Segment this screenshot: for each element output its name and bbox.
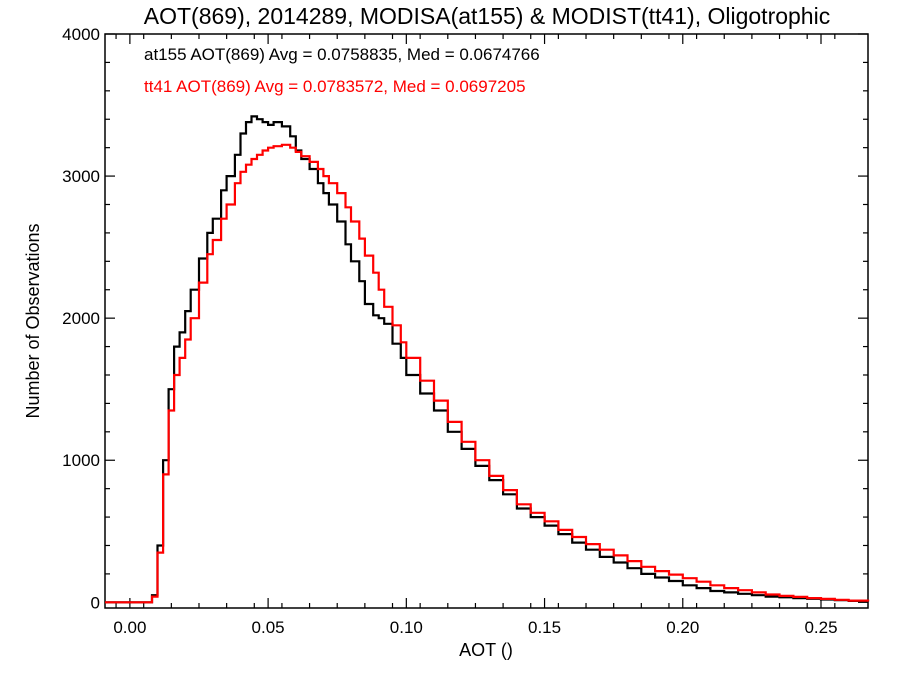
chart-title: AOT(869), 2014289, MODISA(at155) & MODIS…	[144, 3, 830, 29]
x-axis-ticks: 0.00 0.05 0.10 0.15 0.20 0.25	[113, 34, 838, 637]
y-axis-ticks: 0 1000 2000 3000 4000	[62, 25, 868, 612]
x-tick-label: 0.25	[804, 618, 837, 637]
series-line-tt41	[105, 143, 870, 604]
y-tick-label: 2000	[62, 309, 100, 328]
y-tick-label: 4000	[62, 25, 100, 44]
x-tick-label: 0.10	[390, 618, 423, 637]
y-axis-label: Number of Observations	[23, 223, 43, 418]
y-tick-label: 1000	[62, 451, 100, 470]
plot-frame	[104, 33, 869, 609]
annotation-tt41: tt41 AOT(869) Avg = 0.0783572, Med = 0.0…	[144, 77, 526, 96]
x-tick-label: 0.20	[666, 618, 699, 637]
y-tick-label: 3000	[62, 167, 100, 186]
series-group	[105, 115, 870, 604]
x-tick-label: 0.00	[113, 618, 146, 637]
annotation-at155: at155 AOT(869) Avg = 0.0758835, Med = 0.…	[144, 45, 540, 64]
y-tick-label: 0	[91, 593, 100, 612]
x-tick-label: 0.05	[252, 618, 285, 637]
x-tick-label: 0.15	[528, 618, 561, 637]
x-axis-label: AOT ()	[459, 640, 513, 660]
series-line-at155	[105, 115, 870, 604]
